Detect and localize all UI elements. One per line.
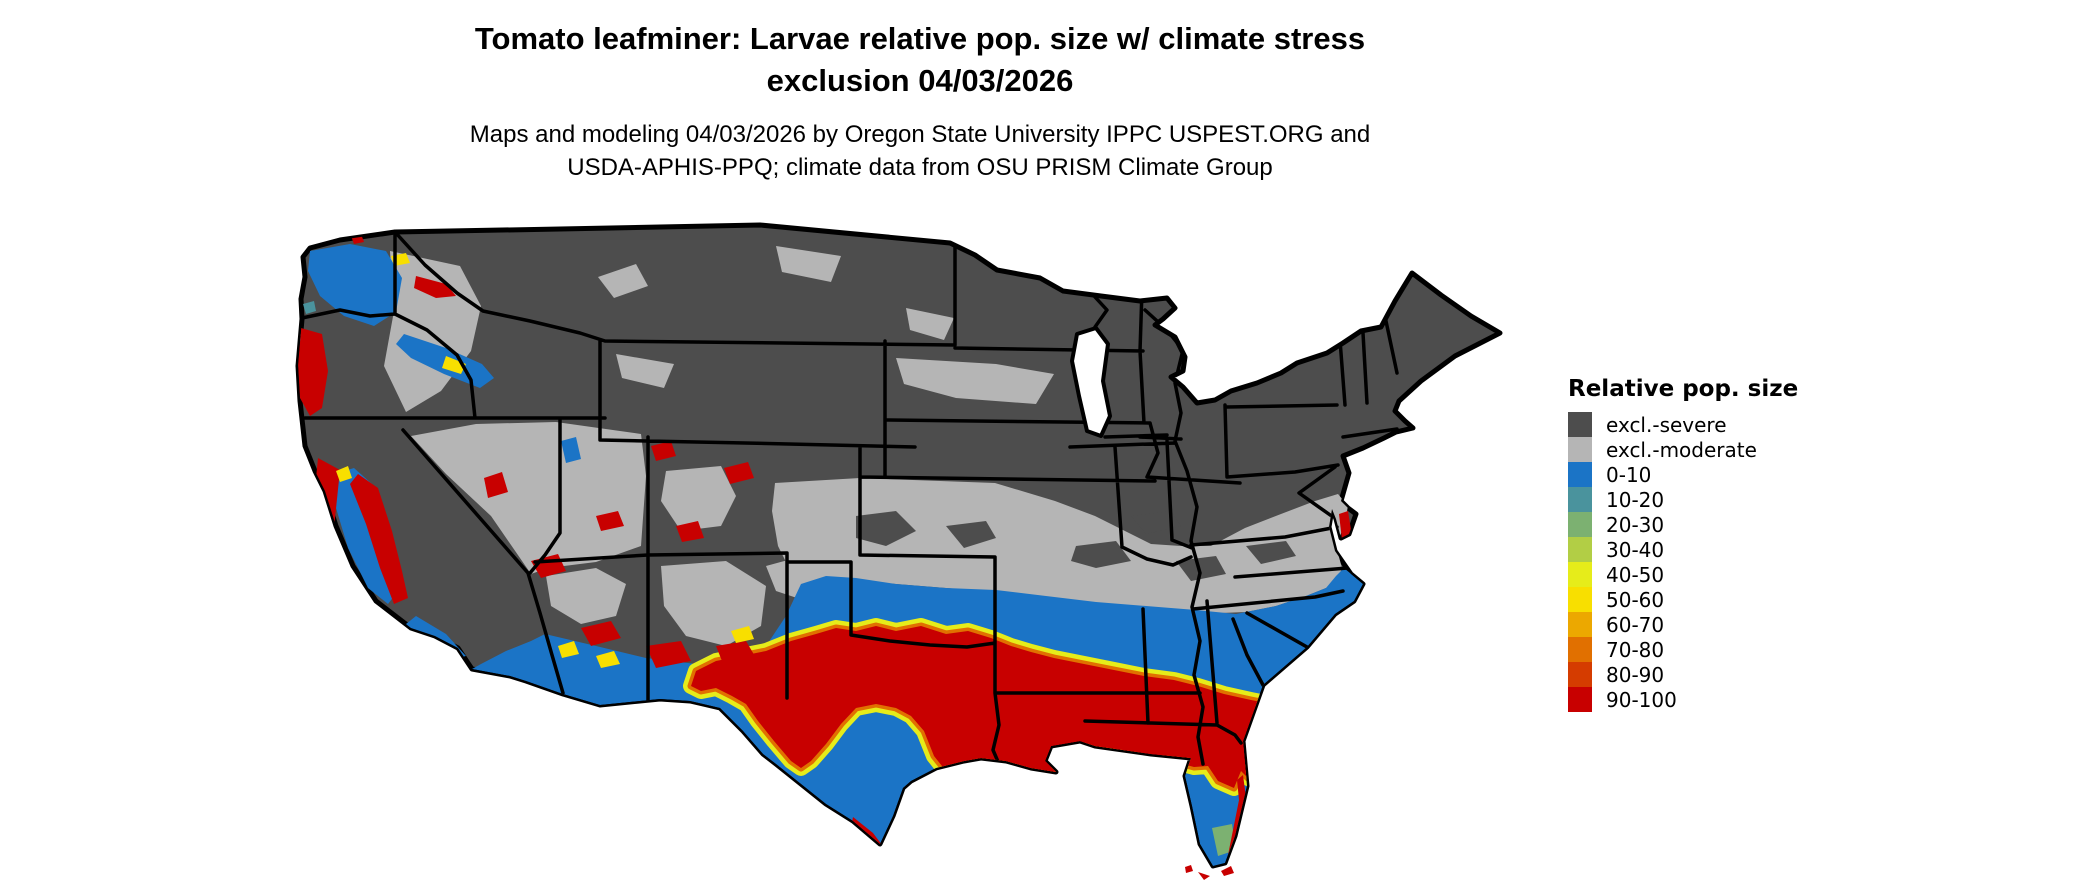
florida-keys bbox=[1185, 865, 1234, 880]
region-red-nv-1 bbox=[484, 472, 508, 498]
us-raster-map bbox=[295, 215, 1565, 892]
region-red-nv-3 bbox=[596, 511, 624, 531]
legend-label-50-60: 50-60 bbox=[1606, 587, 1665, 612]
region-blue-puget bbox=[308, 244, 402, 326]
legend-item-30-40: 30-40 bbox=[1568, 537, 1898, 562]
legend-item-20-30: 20-30 bbox=[1568, 512, 1898, 537]
region-red-fl-east-coast bbox=[1227, 775, 1247, 860]
region-red-texas-gulf bbox=[691, 626, 1346, 788]
legend-swatch-40-50 bbox=[1568, 562, 1592, 587]
subtitle-line-2: USDA-APHIS-PPQ; climate data from OSU PR… bbox=[567, 154, 1273, 181]
mottle-3 bbox=[1071, 541, 1131, 568]
legend-label-90-100: 90-100 bbox=[1606, 687, 1677, 712]
legend-label-40-50: 40-50 bbox=[1606, 562, 1665, 587]
region-red-keys-1 bbox=[1198, 872, 1210, 880]
region-red-keys-2 bbox=[1221, 866, 1234, 876]
mottle-5 bbox=[1246, 541, 1296, 564]
region-moderate-mt-2 bbox=[776, 246, 841, 282]
region-moderate-central-band bbox=[772, 478, 1348, 614]
yellow-az-1 bbox=[596, 651, 620, 668]
legend-label-70-80: 70-80 bbox=[1606, 637, 1665, 662]
subtitle-line-1: Maps and modeling 04/03/2026 by Oregon S… bbox=[469, 121, 1371, 148]
legend-label-0-10: 0-10 bbox=[1606, 462, 1652, 487]
legend-label-80-90: 80-90 bbox=[1606, 662, 1665, 687]
legend-label-10-20: 10-20 bbox=[1606, 487, 1665, 512]
legend-swatch-90-100 bbox=[1568, 687, 1592, 712]
high-population-gulf-region bbox=[691, 626, 1346, 788]
legend-swatch-60-70 bbox=[1568, 612, 1592, 637]
legend-swatch-20-30 bbox=[1568, 512, 1592, 537]
map-title: Tomato leafminer: Larvae relative pop. s… bbox=[285, 18, 1555, 102]
legend-item-excl-moderate: excl.-moderate bbox=[1568, 437, 1898, 462]
mottle-2 bbox=[946, 521, 996, 548]
legend-label-30-40: 30-40 bbox=[1606, 537, 1665, 562]
region-red-nm-1 bbox=[716, 641, 756, 666]
legend-item-excl-severe: excl.-severe bbox=[1568, 412, 1898, 437]
legend-item-80-90: 80-90 bbox=[1568, 662, 1898, 687]
legend-item-0-10: 0-10 bbox=[1568, 462, 1898, 487]
region-red-az-nm-1 bbox=[646, 641, 691, 668]
region-red-sierra-foothills bbox=[350, 474, 408, 604]
legend-swatch-30-40 bbox=[1568, 537, 1592, 562]
legend-swatch-0-10 bbox=[1568, 462, 1592, 487]
yellow-az-2 bbox=[558, 641, 579, 658]
legend-item-60-70: 60-70 bbox=[1568, 612, 1898, 637]
legend-item-40-50: 40-50 bbox=[1568, 562, 1898, 587]
legend-item-50-60: 50-60 bbox=[1568, 587, 1898, 612]
map-subtitle: Maps and modeling 04/03/2026 by Oregon S… bbox=[285, 118, 1555, 184]
region-red-delmarva bbox=[1339, 511, 1352, 540]
legend-swatch-70-80 bbox=[1568, 637, 1592, 662]
legend-label-60-70: 60-70 bbox=[1606, 612, 1665, 637]
region-red-willamette bbox=[298, 328, 328, 416]
mottle-1 bbox=[856, 511, 916, 546]
yellow-nm bbox=[731, 626, 754, 643]
region-moderate-nv-ut bbox=[411, 422, 646, 574]
legend-item-70-80: 70-80 bbox=[1568, 637, 1898, 662]
region-moderate-nm bbox=[661, 561, 766, 646]
region-red-wa-id bbox=[414, 276, 456, 298]
lake-michigan bbox=[1070, 326, 1112, 438]
legend-items: excl.-severe excl.-moderate 0-10 10-20 20-30… bbox=[1568, 412, 1898, 712]
region-red-keys-3 bbox=[1185, 865, 1193, 873]
mottle-4 bbox=[1176, 556, 1226, 581]
legend: Relative pop. size excl.-severe excl.-mod… bbox=[1568, 376, 1898, 712]
region-moderate-mt-3 bbox=[906, 308, 954, 340]
us-map-svg bbox=[295, 222, 1503, 880]
legend-item-10-20: 10-20 bbox=[1568, 487, 1898, 512]
region-moderate-sd bbox=[896, 358, 1054, 404]
state-borders bbox=[300, 225, 1399, 766]
title-line-2: exclusion 04/03/2026 bbox=[766, 63, 1074, 98]
region-red-az-1 bbox=[581, 621, 621, 646]
legend-swatch-80-90 bbox=[1568, 662, 1592, 687]
legend-label-excl-severe: excl.-severe bbox=[1606, 412, 1727, 437]
mottle-6 bbox=[1131, 511, 1181, 534]
region-teal-wa-coast bbox=[303, 301, 316, 314]
region-moderate-az bbox=[546, 568, 626, 624]
severe-mottle-patches bbox=[856, 511, 1296, 581]
legend-swatch-10-20 bbox=[1568, 487, 1592, 512]
region-moderate-co bbox=[661, 466, 736, 531]
region-blue-great-salt-lake bbox=[561, 437, 581, 463]
region-moderate-mt-4 bbox=[598, 264, 648, 298]
legend-item-90-100: 90-100 bbox=[1568, 687, 1898, 712]
legend-swatch-excl-moderate bbox=[1568, 437, 1592, 462]
legend-title: Relative pop. size bbox=[1568, 376, 1799, 402]
region-moderate-mt-1 bbox=[616, 354, 674, 388]
legend-label-excl-moderate: excl.-moderate bbox=[1606, 437, 1757, 462]
region-red-co-2 bbox=[724, 462, 754, 484]
title-line-1: Tomato leafminer: Larvae relative pop. s… bbox=[474, 21, 1366, 56]
legend-label-20-30: 20-30 bbox=[1606, 512, 1665, 537]
legend-swatch-excl-severe bbox=[1568, 412, 1592, 437]
legend-swatch-50-60 bbox=[1568, 587, 1592, 612]
yellow-snake bbox=[442, 356, 466, 374]
region-red-ut-1 bbox=[651, 441, 676, 461]
yellow-ca bbox=[336, 466, 352, 482]
region-red-co-1 bbox=[676, 521, 704, 542]
